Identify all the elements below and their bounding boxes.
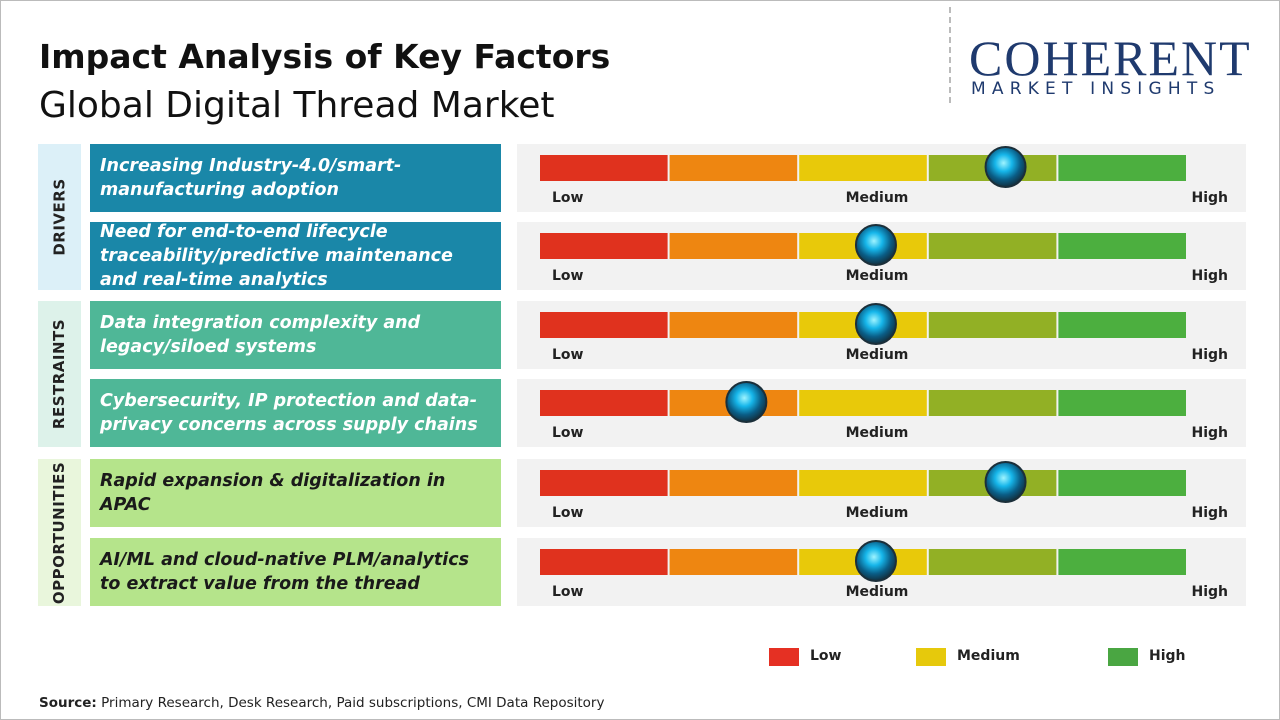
source-text: Primary Research, Desk Research, Paid su… [101,695,605,711]
legend-swatch [769,648,799,666]
scale-label: Low [552,347,584,363]
legend-label: Low [810,648,842,664]
scale-segment [540,470,668,496]
source: Source: Primary Research, Desk Research,… [39,695,604,711]
logo-tagline: MARKET INSIGHTS [971,79,1221,99]
scale-label: High [1191,505,1228,521]
scale-segment [928,312,1057,338]
source-label: Source: [39,695,97,711]
scale-segment [540,155,668,181]
factor-text: AI/ML and cloud-native PLM/analytics to … [90,538,501,606]
scale-segment [669,312,798,338]
legend-swatch [916,648,946,666]
logo-name: COHERENT [969,30,1252,86]
scale-segment [540,233,668,259]
scale-segment [799,155,927,181]
subtitle: Global Digital Thread Market [39,85,555,126]
scale-segment [928,233,1057,259]
legend-swatch [1108,648,1138,666]
legend-label: High [1149,648,1186,664]
factor-text: Data integration complexity and legacy/s… [90,301,501,369]
scale-label: High [1191,584,1228,600]
scale-label: High [1191,425,1228,441]
legend-label: Medium [957,648,1020,664]
factor-text: Cybersecurity, IP protection and data-pr… [90,379,501,447]
group-label: RESTRAINTS [38,301,81,447]
scale-segment [669,549,798,575]
scale-segment [540,312,668,338]
scale-label: High [1191,347,1228,363]
scale-segment [669,233,798,259]
scale-segment [1058,549,1186,575]
scale-label: Medium [846,584,909,600]
scale-label: Low [552,584,584,600]
scale-label: Low [552,425,584,441]
scale-label: High [1191,268,1228,284]
scale-segment [669,155,798,181]
scale-segment [669,470,798,496]
title: Impact Analysis of Key Factors [39,37,611,76]
scale-segment [1058,390,1186,416]
scale-segment [540,549,668,575]
scale-segment [540,390,668,416]
factor-text: Increasing Industry-4.0/smart-manufactur… [90,144,501,212]
scale-label: Low [552,190,584,206]
scale-label: Medium [846,505,909,521]
factor-text: Need for end-to-end lifecycle traceabili… [90,222,501,290]
scale-label: Low [552,505,584,521]
scale-segment [1058,233,1186,259]
scale-label: Medium [846,190,909,206]
scale-label: Medium [846,268,909,284]
scale-segment [928,549,1057,575]
group-label: DRIVERS [38,144,81,290]
impact-knob [854,224,897,266]
scale-segment [1058,312,1186,338]
impact-knob [984,461,1027,503]
scale-label: High [1191,190,1228,206]
impact-knob [725,381,768,423]
impact-knob [984,146,1027,188]
divider [949,7,951,103]
scale-label: Medium [846,425,909,441]
scale-segment [928,390,1057,416]
group-label: OPPORTUNITIES [38,459,81,606]
scale-label: Low [552,268,584,284]
scale-segment [799,470,927,496]
scale-segment [799,390,927,416]
scale-label: Medium [846,347,909,363]
scale-segment [1058,470,1186,496]
impact-knob [854,303,897,345]
impact-knob [854,540,897,582]
scale-segment [1058,155,1186,181]
factor-text: Rapid expansion & digitalization in APAC [90,459,501,527]
